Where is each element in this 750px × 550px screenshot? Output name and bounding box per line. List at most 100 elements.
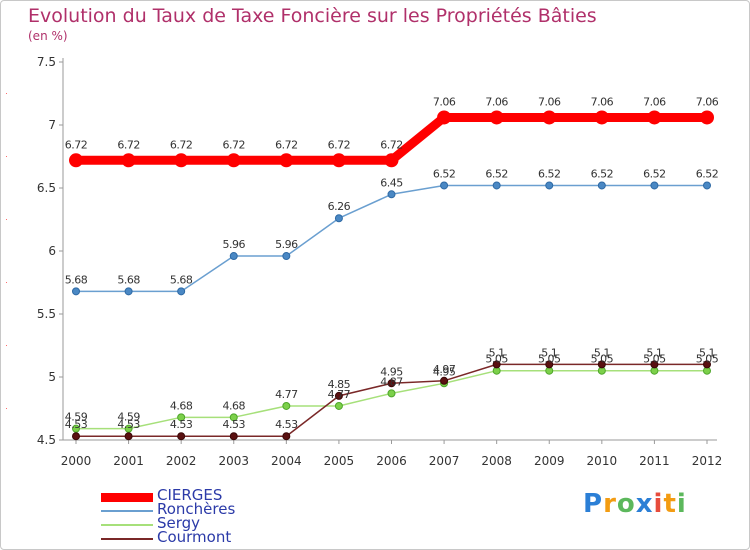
- data-point: [492, 360, 501, 369]
- x-tick-label: 2009: [534, 454, 565, 468]
- legend-swatch: [101, 510, 153, 512]
- data-point: [177, 413, 186, 422]
- x-tick-label: 2005: [324, 454, 355, 468]
- x-tick-label: 2010: [587, 454, 618, 468]
- data-point: [282, 252, 291, 261]
- data-label: 6.72: [275, 138, 298, 151]
- data-point: [334, 401, 343, 410]
- data-label: 4.95: [380, 365, 403, 378]
- x-tick-label: 2001: [113, 454, 144, 468]
- data-label: 4.53: [117, 418, 140, 431]
- y-tick-label: 4.5: [37, 433, 56, 447]
- data-point: [282, 432, 291, 441]
- y-axis-unit-label: (en %): [28, 29, 68, 43]
- data-label: 4.87: [380, 375, 403, 388]
- x-tick-label: 2007: [429, 454, 460, 468]
- data-point: [229, 432, 238, 441]
- data-point: [650, 181, 659, 190]
- data-label: 4.68: [170, 399, 193, 412]
- data-point: [647, 110, 662, 125]
- data-point: [229, 413, 238, 422]
- legend-swatch: [101, 538, 153, 540]
- data-point: [437, 110, 452, 125]
- data-label: 5.1: [541, 346, 557, 359]
- data-point: [72, 424, 80, 433]
- data-point: [387, 190, 396, 199]
- data-label: 5.05: [696, 353, 719, 366]
- legend-label: Courmont: [157, 528, 232, 546]
- data-label: 4.95: [433, 365, 456, 378]
- x-tick-label: 2006: [376, 454, 407, 468]
- data-label: 5.1: [489, 346, 505, 359]
- data-point: [69, 153, 83, 168]
- data-point: [387, 379, 396, 388]
- data-label: 7.06: [485, 95, 508, 108]
- data-point: [279, 153, 294, 168]
- chart-title: Evolution du Taux de Taxe Foncière sur l…: [28, 5, 597, 27]
- data-label: 6.72: [380, 138, 403, 151]
- data-point: [545, 181, 554, 190]
- data-label: 6.72: [223, 138, 246, 151]
- data-point: [334, 391, 343, 400]
- data-label: 5.1: [699, 346, 715, 359]
- data-label: 5.05: [485, 353, 508, 366]
- data-point: [282, 401, 291, 410]
- data-point: [72, 287, 80, 296]
- data-label: 4.59: [65, 411, 88, 424]
- data-label: 6.72: [170, 138, 193, 151]
- data-point: [177, 432, 186, 441]
- data-label: 4.77: [328, 388, 351, 401]
- data-label: 5.1: [594, 346, 610, 359]
- data-label: 4.53: [65, 418, 88, 431]
- legend-label: Sergy: [157, 514, 201, 532]
- data-label: 6.52: [538, 167, 561, 180]
- logo-letter: t: [663, 489, 677, 519]
- data-label: 6.52: [485, 167, 508, 180]
- data-label: 6.26: [328, 200, 351, 213]
- logo-letter: i: [653, 489, 664, 519]
- data-label: 6.52: [433, 167, 456, 180]
- data-label: 5.05: [591, 353, 614, 366]
- x-tick-label: 2002: [166, 454, 197, 468]
- x-tick-label: 2008: [481, 454, 512, 468]
- data-label: 7.06: [433, 95, 456, 108]
- data-point: [72, 432, 80, 441]
- proxiti-logo: Proxiti: [583, 489, 687, 519]
- y-tick-label: 5: [48, 370, 56, 384]
- data-label: 4.59: [117, 411, 140, 424]
- data-point: [542, 110, 557, 125]
- data-label: 5.05: [538, 353, 561, 366]
- data-label: 6.72: [65, 138, 88, 151]
- logo-letter: r: [603, 489, 617, 519]
- y-tick-label: 6: [48, 244, 56, 258]
- data-point: [226, 153, 241, 168]
- data-point: [440, 181, 449, 190]
- x-tick-label: 2011: [639, 454, 670, 468]
- data-label: 5.68: [170, 273, 193, 286]
- data-label: 5.68: [65, 273, 88, 286]
- x-tick-label: 2000: [61, 454, 92, 468]
- y-tick-label: 5.5: [37, 307, 56, 321]
- data-label: 7.06: [591, 95, 614, 108]
- data-label: 4.97: [433, 363, 456, 376]
- data-label: 6.52: [591, 167, 614, 180]
- logo-letter: o: [616, 489, 636, 519]
- data-point: [703, 181, 711, 190]
- y-tick-label: 7: [48, 118, 56, 132]
- data-point: [229, 252, 238, 261]
- legend-label: Ronchères: [157, 500, 236, 518]
- y-tick-label: 7.5: [37, 55, 56, 69]
- data-point: [440, 376, 449, 385]
- data-label: 4.53: [170, 418, 193, 431]
- legend-label: CIERGES: [157, 486, 223, 504]
- data-point: [174, 153, 189, 168]
- x-tick-label: 2003: [218, 454, 249, 468]
- data-point: [597, 360, 606, 369]
- data-point: [700, 110, 714, 125]
- data-point: [177, 287, 186, 296]
- data-point: [650, 360, 659, 369]
- data-point: [545, 360, 554, 369]
- data-label: 5.68: [117, 273, 140, 286]
- logo-letter: i: [676, 489, 687, 519]
